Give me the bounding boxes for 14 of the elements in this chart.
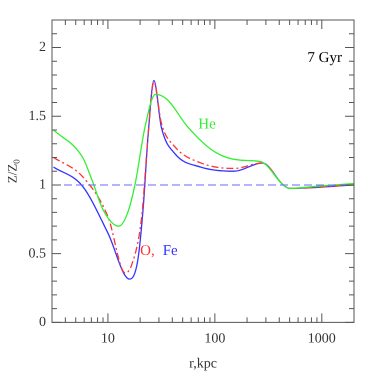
x-tick-label: 10 (100, 331, 115, 346)
y-tick-label: 1.5 (28, 108, 46, 124)
y-tick-label: 0.5 (28, 246, 46, 262)
x-axis-title: r,kpc (189, 356, 217, 372)
y-tick-label: 2 (39, 40, 46, 56)
x-tick-label: 1000 (308, 331, 336, 346)
x-tick-label: 100 (204, 331, 226, 346)
series-label: Fe (162, 242, 178, 259)
y-tick-label: 1 (39, 178, 46, 193)
annotation: 7 Gyr (307, 50, 342, 66)
y-tick-label: 0 (39, 315, 46, 330)
series-label: O, (140, 242, 155, 259)
series-label: He (198, 116, 216, 132)
y-axis-title: Z/Z0 (4, 158, 22, 184)
